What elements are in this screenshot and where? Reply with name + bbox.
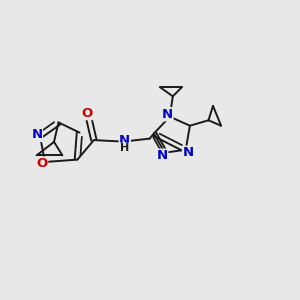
Text: N: N bbox=[31, 128, 43, 142]
Text: N: N bbox=[162, 108, 173, 121]
Text: N: N bbox=[119, 134, 130, 147]
Text: N: N bbox=[157, 149, 168, 162]
Text: O: O bbox=[36, 157, 48, 170]
Text: H: H bbox=[120, 143, 129, 153]
Text: N: N bbox=[182, 146, 194, 159]
Text: O: O bbox=[82, 106, 93, 120]
